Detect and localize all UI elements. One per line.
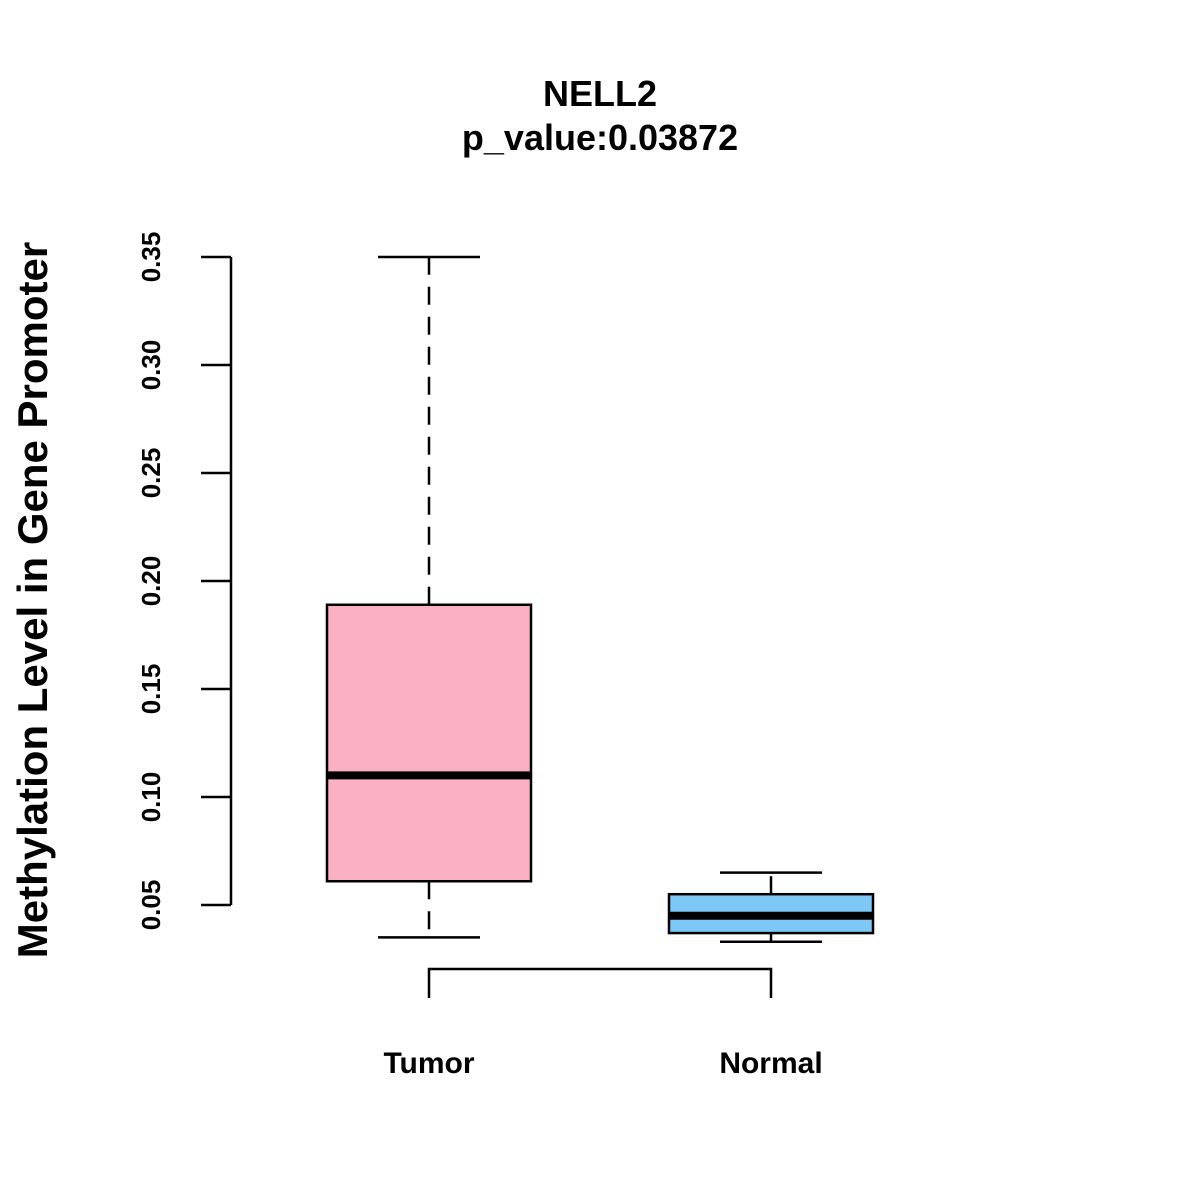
y-tick-label: 0.15 <box>136 664 166 715</box>
box-group <box>325 255 875 943</box>
y-axis: 0.05 0.10 0.15 0.20 0.25 0.30 0.35 <box>136 232 233 931</box>
box-normal <box>667 871 875 943</box>
significance-bracket <box>427 967 773 998</box>
category-label-tumor: Tumor <box>383 1047 474 1080</box>
y-tick-label: 0.05 <box>136 880 166 931</box>
chart-subtitle: p_value:0.03872 <box>462 117 738 158</box>
y-tick-label: 0.25 <box>136 448 166 499</box>
bracket-line <box>427 967 773 998</box>
iqr-box <box>325 603 533 883</box>
category-labels: Tumor Normal <box>383 1047 822 1080</box>
y-tick-label: 0.35 <box>136 232 166 283</box>
y-tick-label: 0.10 <box>136 772 166 823</box>
y-tick-label: 0.30 <box>136 340 166 391</box>
box-tumor <box>325 255 533 939</box>
category-label-normal: Normal <box>719 1047 822 1080</box>
y-tick-label: 0.20 <box>136 556 166 607</box>
y-axis-label: Methylation Level in Gene Promoter <box>9 242 56 958</box>
chart-title: NELL2 <box>543 73 657 114</box>
